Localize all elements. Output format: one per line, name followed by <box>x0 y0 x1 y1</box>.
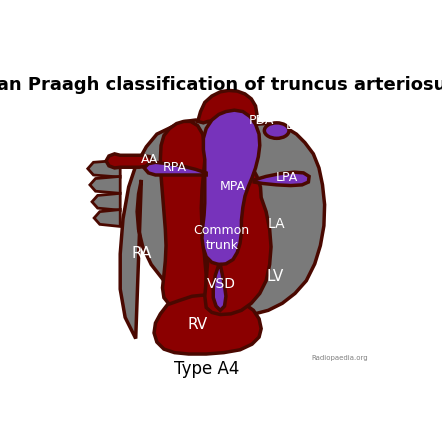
Text: RA: RA <box>131 246 152 261</box>
Polygon shape <box>144 162 206 175</box>
Polygon shape <box>94 209 120 227</box>
Polygon shape <box>106 154 153 168</box>
Polygon shape <box>92 193 120 210</box>
Polygon shape <box>198 90 257 128</box>
Text: DA: DA <box>286 119 303 132</box>
Polygon shape <box>254 172 309 186</box>
Polygon shape <box>120 120 324 338</box>
Polygon shape <box>90 176 120 193</box>
Text: Common
trunk: Common trunk <box>194 224 250 253</box>
Text: LA: LA <box>268 217 286 231</box>
Polygon shape <box>205 152 271 315</box>
Polygon shape <box>88 160 120 177</box>
Text: LV: LV <box>267 269 284 284</box>
Text: VSD: VSD <box>207 277 236 290</box>
Polygon shape <box>154 295 261 354</box>
Text: Radiopaedia.org: Radiopaedia.org <box>312 355 369 361</box>
Text: AA: AA <box>141 153 159 166</box>
Polygon shape <box>202 110 260 264</box>
Text: Type A4: Type A4 <box>174 359 239 378</box>
Ellipse shape <box>264 123 289 138</box>
Text: RPA: RPA <box>163 161 187 174</box>
Text: PDA: PDA <box>248 114 274 127</box>
Text: MPA: MPA <box>220 180 246 193</box>
Text: Van Praagh classification of truncus arteriosus: Van Praagh classification of truncus art… <box>0 76 442 94</box>
Text: RV: RV <box>188 317 208 332</box>
Text: LPA: LPA <box>276 171 298 184</box>
Polygon shape <box>160 121 206 310</box>
Polygon shape <box>213 264 226 310</box>
